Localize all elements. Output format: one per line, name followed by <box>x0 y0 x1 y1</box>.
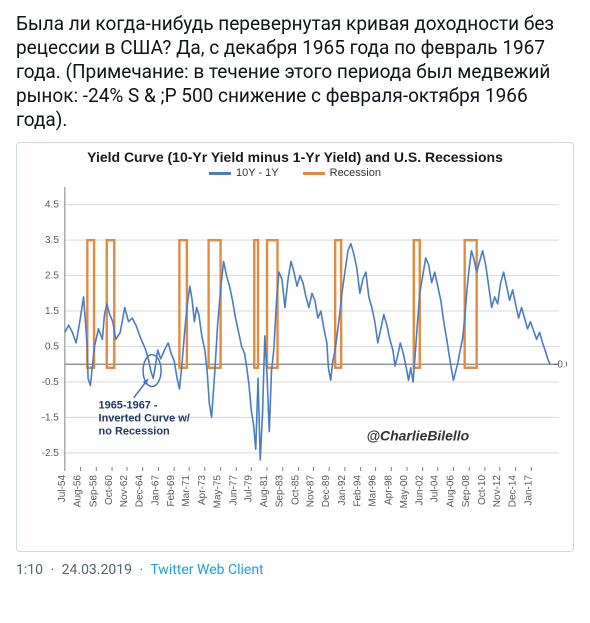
legend-label-line: 10Y - 1Y <box>236 167 279 179</box>
svg-text:Nov-87: Nov-87 <box>305 475 316 508</box>
svg-text:Apr-73: Apr-73 <box>197 475 208 505</box>
svg-text:Feb-94: Feb-94 <box>353 475 364 507</box>
svg-text:Jun-77: Jun-77 <box>228 475 239 506</box>
svg-text:-2.5: -2.5 <box>42 448 60 459</box>
legend-label-recession: Recession <box>330 167 381 179</box>
svg-text:Mar-71: Mar-71 <box>181 475 192 507</box>
svg-text:Feb-69: Feb-69 <box>166 475 177 507</box>
svg-text:Dec-89: Dec-89 <box>321 475 332 508</box>
svg-text:May-75: May-75 <box>213 475 224 509</box>
svg-text:Nov-12: Nov-12 <box>492 475 503 508</box>
svg-text:@CharlieBilello: @CharlieBilello <box>366 427 469 443</box>
svg-text:-0.01: -0.01 <box>554 360 567 371</box>
chart-legend: 10Y - 1Y Recession <box>23 167 567 179</box>
tweet-container: Была ли когда-нибудь перевернутая кривая… <box>0 0 590 586</box>
svg-text:1965-1967 -: 1965-1967 - <box>99 400 158 412</box>
meta-separator-icon: · <box>50 562 54 578</box>
svg-text:-1.5: -1.5 <box>42 412 60 423</box>
svg-text:Aug-06: Aug-06 <box>445 475 456 508</box>
legend-swatch-line <box>209 172 231 175</box>
chart-title: Yield Curve (10-Yr Yield minus 1-Yr Yiel… <box>23 149 567 165</box>
svg-text:Dec-64: Dec-64 <box>135 475 146 508</box>
svg-text:Nov-62: Nov-62 <box>119 475 130 508</box>
svg-text:Jan-92: Jan-92 <box>337 475 348 506</box>
svg-text:Jul-04: Jul-04 <box>430 475 441 503</box>
svg-text:Inverted Curve w/: Inverted Curve w/ <box>99 413 190 425</box>
chart-image: Yield Curve (10-Yr Yield minus 1-Yr Yiel… <box>16 142 574 552</box>
svg-text:Apr-98: Apr-98 <box>383 475 394 505</box>
svg-text:Mar-96: Mar-96 <box>368 475 379 507</box>
tweet-meta: 1:10 · 24.03.2019 · Twitter Web Client <box>16 562 574 578</box>
svg-text:May-00: May-00 <box>399 475 410 509</box>
svg-text:Oct-60: Oct-60 <box>104 475 115 505</box>
svg-text:Oct-85: Oct-85 <box>290 475 301 505</box>
svg-text:no Recession: no Recession <box>99 426 170 438</box>
svg-text:0.5: 0.5 <box>45 341 59 352</box>
tweet-date: 24.03.2019 <box>62 562 132 578</box>
svg-text:2.5: 2.5 <box>45 271 59 282</box>
svg-text:Jul-79: Jul-79 <box>243 475 254 503</box>
svg-text:Jan-67: Jan-67 <box>150 475 161 506</box>
tweet-text: Была ли когда-нибудь перевернутая кривая… <box>16 12 574 132</box>
svg-text:Sep-83: Sep-83 <box>275 475 286 508</box>
svg-text:Dec-14: Dec-14 <box>508 475 519 508</box>
chart-plot: -2.5 -1.5 -0.5 0.5 1.5 2.5 3.5 4.5 -0.01 Jul-54 Au… <box>23 181 567 521</box>
legend-swatch-recession <box>303 172 325 175</box>
svg-text:3.5: 3.5 <box>45 235 59 246</box>
svg-text:Oct-10: Oct-10 <box>477 475 488 505</box>
tweet-time: 1:10 <box>16 562 43 578</box>
svg-text:Aug-81: Aug-81 <box>259 475 270 508</box>
svg-text:Jun-02: Jun-02 <box>415 475 426 506</box>
svg-text:1.5: 1.5 <box>45 306 59 317</box>
svg-text:-0.5: -0.5 <box>42 377 60 388</box>
svg-text:Jan-17: Jan-17 <box>523 475 534 506</box>
svg-text:Jul-54: Jul-54 <box>57 475 68 503</box>
svg-text:Aug-56: Aug-56 <box>73 475 84 508</box>
legend-item-recession: Recession <box>303 167 381 179</box>
tweet-client-link[interactable]: Twitter Web Client <box>150 562 263 578</box>
meta-separator-icon: · <box>139 562 143 578</box>
svg-text:Sep-58: Sep-58 <box>88 475 99 508</box>
svg-text:Sep-08: Sep-08 <box>461 475 472 508</box>
svg-text:4.5: 4.5 <box>45 200 59 211</box>
legend-item-line: 10Y - 1Y <box>209 167 279 179</box>
